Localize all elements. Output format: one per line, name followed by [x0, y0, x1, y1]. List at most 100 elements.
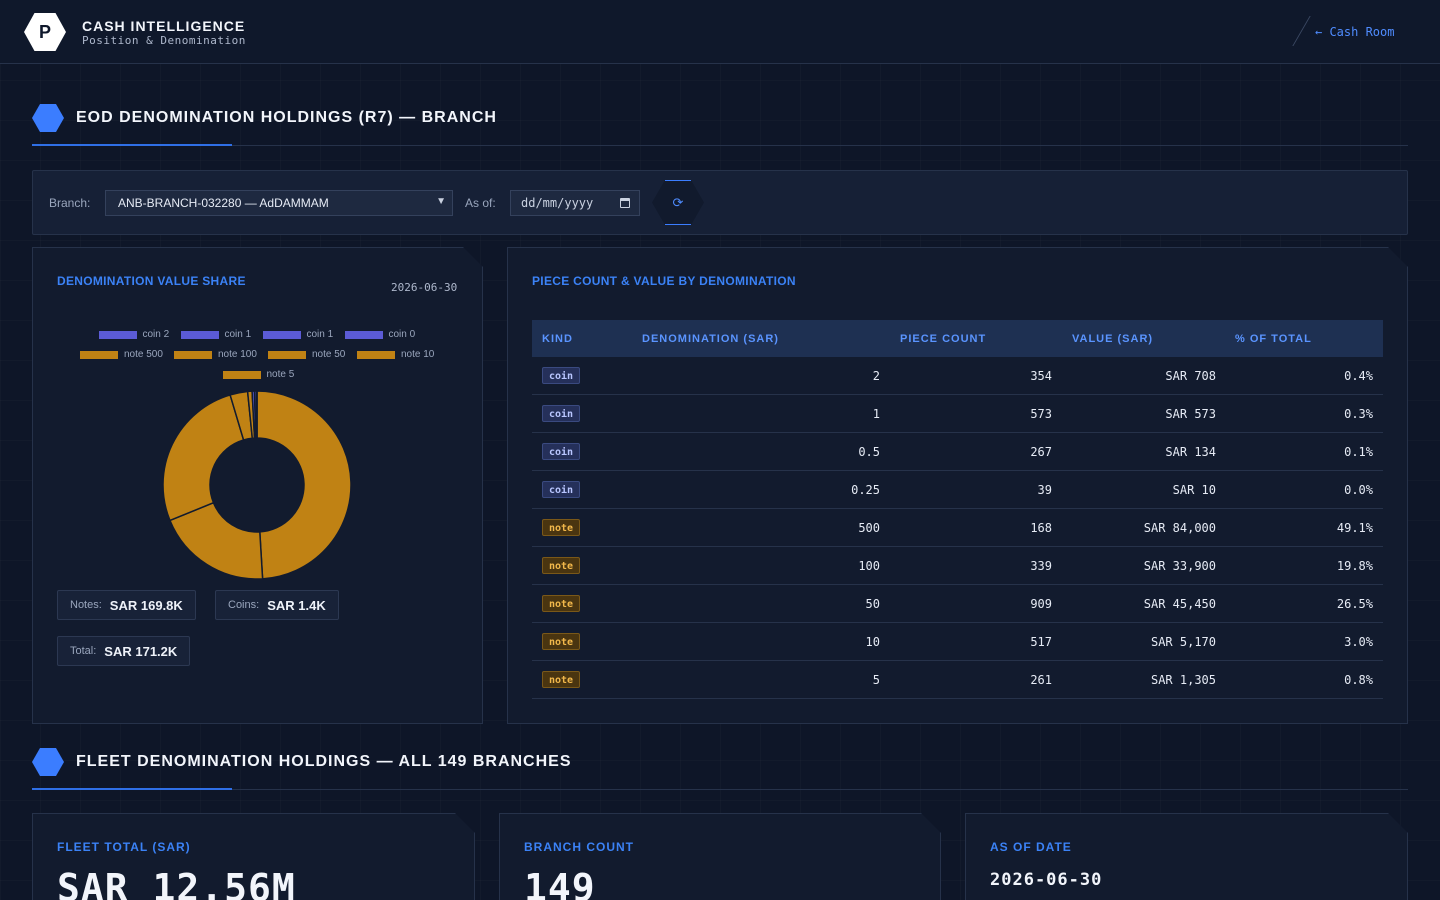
hexagon-icon [32, 748, 64, 776]
grand-total-chip: Total: SAR 171.2K [57, 636, 190, 666]
denomination-cell: 2 [872, 369, 880, 383]
section-header-branch: EOD DENOMINATION HOLDINGS (R7) — BRANCH [32, 104, 1408, 146]
value-share-panel: DENOMINATION VALUE SHARE 2026-06-30 coin… [32, 247, 483, 724]
coins-label: Coins: [228, 599, 260, 611]
denomination-cell: 1 [872, 407, 880, 421]
section-underline [32, 788, 232, 790]
kind-badge: note [542, 671, 580, 688]
value-cell: SAR 45,450 [1143, 597, 1216, 611]
legend-swatch [345, 331, 383, 339]
logo: P [24, 13, 66, 51]
branch-count-label: BRANCH COUNT [524, 840, 634, 854]
legend-swatch [357, 351, 395, 359]
legend-item[interactable]: note 500 [80, 349, 163, 360]
legend-item[interactable]: note 100 [174, 349, 257, 360]
donut-slice[interactable] [257, 391, 351, 579]
piece-count-cell: 517 [1030, 635, 1052, 649]
pct-cell: 0.1% [1344, 445, 1373, 459]
piece-count-cell: 168 [1030, 521, 1052, 535]
table-header: KIND DENOMINATION (SAR) PIECE COUNT VALU… [532, 320, 1383, 357]
value-cell: SAR 134 [1165, 445, 1216, 459]
col-denomination: DENOMINATION (SAR) [642, 332, 779, 345]
donut-chart [33, 248, 484, 725]
piece-count-cell: 339 [1030, 559, 1052, 573]
total-value: SAR 171.2K [104, 643, 178, 659]
table-row: coin 0.5 267 SAR 134 0.1% [532, 433, 1383, 471]
asof-date-card: AS OF DATE 2026-06-30 [965, 813, 1408, 900]
back-to-cash-room-link[interactable]: ← Cash Room [1315, 25, 1395, 39]
legend-swatch [223, 371, 261, 379]
denomination-cell: 50 [865, 597, 880, 611]
branch-select[interactable]: ANB-BRANCH-032280 — AdDAMMAM ▼ [105, 190, 453, 216]
kind-badge: coin [542, 481, 580, 498]
legend-label: note 500 [124, 349, 163, 360]
denomination-cell: 0.5 [858, 445, 880, 459]
refresh-button[interactable]: ⟳ [652, 180, 704, 225]
panel-title: DENOMINATION VALUE SHARE [57, 274, 246, 288]
value-cell: SAR 5,170 [1150, 635, 1216, 649]
legend-item[interactable]: note 50 [268, 349, 345, 360]
branch-count-card: BRANCH COUNT 149 [499, 813, 941, 900]
panel-date: 2026-06-30 [391, 281, 458, 294]
value-cell: SAR 33,900 [1143, 559, 1216, 573]
table-row: note 100 339 SAR 33,900 19.8% [532, 547, 1383, 585]
legend-item[interactable]: note 10 [357, 349, 434, 360]
table-row: note 50 909 SAR 45,450 26.5% [532, 585, 1383, 623]
value-cell: SAR 84,000 [1143, 521, 1216, 535]
section-title: EOD DENOMINATION HOLDINGS (R7) — BRANCH [76, 109, 497, 126]
refresh-icon: ⟳ [672, 194, 684, 210]
kind-badge: note [542, 633, 580, 650]
denomination-cell: 100 [858, 559, 880, 573]
legend-swatch [268, 351, 306, 359]
notes-label: Notes: [70, 599, 102, 611]
legend-swatch [99, 331, 137, 339]
chevron-down-icon: ▼ [436, 196, 446, 207]
notes-total-chip: Notes: SAR 169.8K [57, 590, 196, 620]
denomination-table-panel: PIECE COUNT & VALUE BY DENOMINATION KIND… [507, 247, 1408, 724]
asof-date-value: 2026-06-30 [990, 870, 1103, 890]
legend-item[interactable]: coin 1 [181, 329, 252, 340]
legend-label: coin 1 [306, 329, 334, 340]
hexagon-icon [32, 104, 64, 132]
fleet-total-card: FLEET TOTAL (SAR) SAR 12.56M [32, 813, 475, 900]
notes-value: SAR 169.8K [109, 597, 183, 613]
pct-cell: 0.0% [1344, 483, 1373, 497]
legend-item[interactable]: note 5 [223, 369, 295, 380]
section-underline [32, 144, 232, 146]
calendar-icon[interactable] [620, 198, 630, 208]
fleet-total-label: FLEET TOTAL (SAR) [57, 840, 191, 854]
panel-title: PIECE COUNT & VALUE BY DENOMINATION [532, 274, 796, 288]
piece-count-cell: 573 [1030, 407, 1052, 421]
denomination-cell: 0.25 [851, 483, 880, 497]
kind-badge: note [542, 595, 580, 612]
piece-count-cell: 261 [1030, 673, 1052, 687]
asof-date-label: AS OF DATE [990, 840, 1072, 854]
pct-cell: 0.3% [1344, 407, 1373, 421]
table-row: coin 1 573 SAR 573 0.3% [532, 395, 1383, 433]
legend-item[interactable]: coin 2 [99, 329, 170, 340]
asof-date-input[interactable]: dd/mm/yyyy [510, 190, 640, 216]
logo-letter: P [38, 21, 51, 42]
denomination-cell: 5 [872, 673, 880, 687]
legend-swatch [80, 351, 118, 359]
section-header-fleet: FLEET DENOMINATION HOLDINGS — ALL 149 BR… [32, 748, 1408, 790]
legend-item[interactable]: coin 1 [263, 329, 334, 340]
table-row: note 500 168 SAR 84,000 49.1% [532, 509, 1383, 547]
branch-count-value: 149 [524, 866, 596, 900]
table-row: coin 0.25 39 SAR 10 0.0% [532, 471, 1383, 509]
kind-badge: coin [542, 405, 580, 422]
denomination-table: KIND DENOMINATION (SAR) PIECE COUNT VALU… [532, 320, 1383, 699]
top-bar: P CASH INTELLIGENCE Position & Denominat… [0, 0, 1440, 64]
pct-cell: 26.5% [1336, 597, 1373, 611]
date-placeholder: dd/mm/yyyy [521, 196, 594, 210]
legend-item[interactable]: coin 0 [345, 329, 416, 340]
donut-slice[interactable] [163, 395, 244, 521]
value-cell: SAR 1,305 [1150, 673, 1216, 687]
col-piece-count: PIECE COUNT [900, 332, 987, 345]
legend-label: coin 1 [224, 329, 252, 340]
legend-swatch [263, 331, 301, 339]
value-cell: SAR 708 [1165, 369, 1216, 383]
table-row: note 10 517 SAR 5,170 3.0% [532, 623, 1383, 661]
table-row: note 5 261 SAR 1,305 0.8% [532, 661, 1383, 699]
total-label: Total: [70, 645, 97, 657]
